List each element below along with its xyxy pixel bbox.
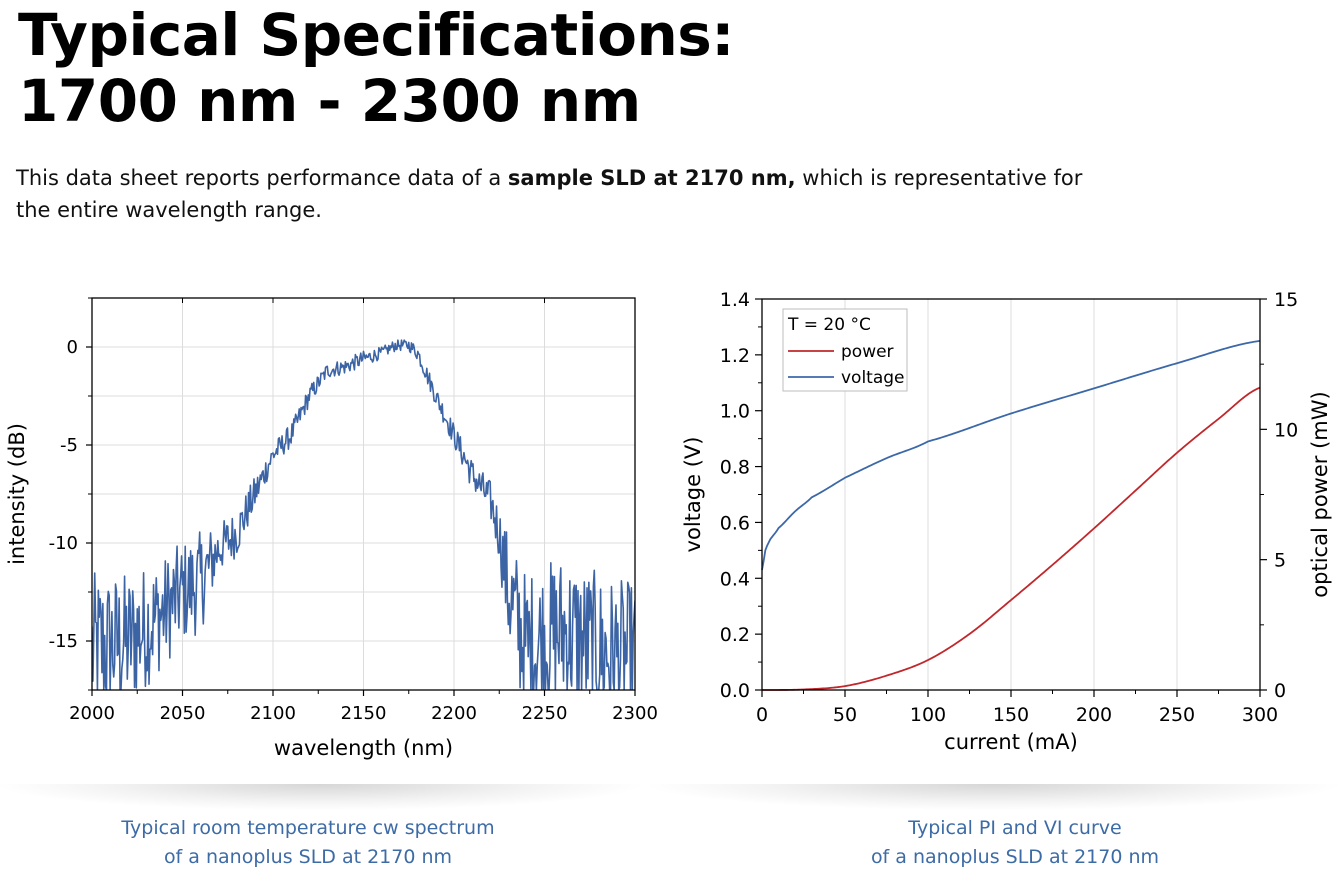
voltage-ytick-label: 1.4: [720, 289, 750, 311]
pi-vi-x-axis-label: current (mA): [944, 730, 1078, 754]
caption-divider-right: [650, 784, 1338, 810]
caption-spectrum-line-1: Typical room temperature cw spectrum: [121, 817, 495, 839]
spectrum-ytick-label: -10: [49, 533, 78, 554]
voltage-ytick-label: 0.0: [720, 680, 750, 702]
power-axis-label: optical power (mW): [1308, 391, 1332, 597]
caption-pi-vi-line-2: of a nanoplus SLD at 2170 nm: [870, 846, 1160, 868]
power-ytick-label: 15: [1274, 289, 1298, 311]
spectrum-xtick-label: 2200: [431, 703, 477, 724]
legend-title: T = 20 °C: [787, 315, 871, 335]
voltage-ytick-label: 1.0: [720, 401, 750, 423]
title-line-1: Typical Specifications:: [18, 1, 734, 69]
spectrum-xtick-label: 2000: [69, 703, 115, 724]
caption-spectrum: Typical room temperature cw spectrum of …: [8, 814, 608, 872]
voltage-ytick-label: 1.2: [720, 345, 750, 367]
page-title: Typical Specifications: 1700 nm - 2300 n…: [18, 2, 734, 134]
spectrum-ytick-label: 0: [67, 337, 78, 358]
voltage-series-line: [761, 339, 1261, 571]
spectrum-chart: 2000 2050 2100 2150 2200 2250 2300 0 -5 -10 -15 wav…: [5, 297, 658, 760]
pi-vi-chart: 0 50 100 150 200 250 3000.00.20.40.60.81.01.21…: [681, 289, 1332, 754]
voltage-ytick-label: 0.2: [720, 624, 750, 646]
pi-vi-xtick-label: 0: [756, 704, 768, 726]
title-line-2: 1700 nm - 2300 nm: [18, 67, 641, 135]
intro-text-after: which is representative for the entire w…: [16, 166, 1083, 222]
caption-pi-vi: Typical PI and VI curve of a nanoplus SL…: [715, 814, 1315, 872]
spectrum-xtick-label: 2100: [250, 703, 296, 724]
caption-spectrum-line-2: of a nanoplus SLD at 2170 nm: [163, 846, 453, 868]
power-series-line: [761, 386, 1261, 691]
caption-pi-vi-line-1: Typical PI and VI curve: [908, 817, 1122, 839]
caption-divider-left: [0, 784, 640, 810]
voltage-ytick-label: 0.8: [720, 457, 750, 479]
legend-power-label: power: [841, 342, 894, 362]
voltage-axis-label: voltage (V): [681, 437, 705, 553]
pi-vi-xtick-label: 250: [1159, 704, 1195, 726]
pi-vi-legend: T = 20 °C power voltage: [782, 308, 908, 392]
power-ytick-label: 5: [1274, 550, 1286, 572]
spectrum-xtick-label: 2250: [522, 703, 568, 724]
pi-vi-xtick-label: 50: [833, 704, 857, 726]
intro-text-before: This data sheet reports performance data…: [16, 166, 508, 190]
voltage-ytick-label: 0.6: [720, 512, 750, 534]
spectrum-series-line: [92, 339, 635, 690]
spectrum-xtick-label: 2150: [341, 703, 387, 724]
pi-vi-xtick-label: 100: [910, 704, 946, 726]
legend-voltage-label: voltage: [841, 368, 905, 388]
voltage-ytick-label: 0.4: [720, 568, 750, 590]
spectrum-x-axis-label: wavelength (nm): [274, 736, 453, 760]
intro-paragraph: This data sheet reports performance data…: [16, 162, 1096, 226]
spectrum-ytick-label: -5: [60, 435, 78, 456]
spectrum-ytick-label: -15: [49, 631, 78, 652]
spectrum-y-axis-label: intensity (dB): [5, 423, 29, 565]
power-ytick-label: 10: [1274, 419, 1298, 441]
spectrum-xtick-label: 2050: [160, 703, 206, 724]
pi-vi-xtick-label: 200: [1076, 704, 1112, 726]
spectrum-xtick-label: 2300: [612, 703, 658, 724]
power-ytick-label: 0: [1274, 680, 1286, 702]
intro-text-bold: sample SLD at 2170 nm,: [507, 166, 796, 190]
pi-vi-xtick-label: 300: [1242, 704, 1278, 726]
pi-vi-xtick-label: 150: [993, 704, 1029, 726]
